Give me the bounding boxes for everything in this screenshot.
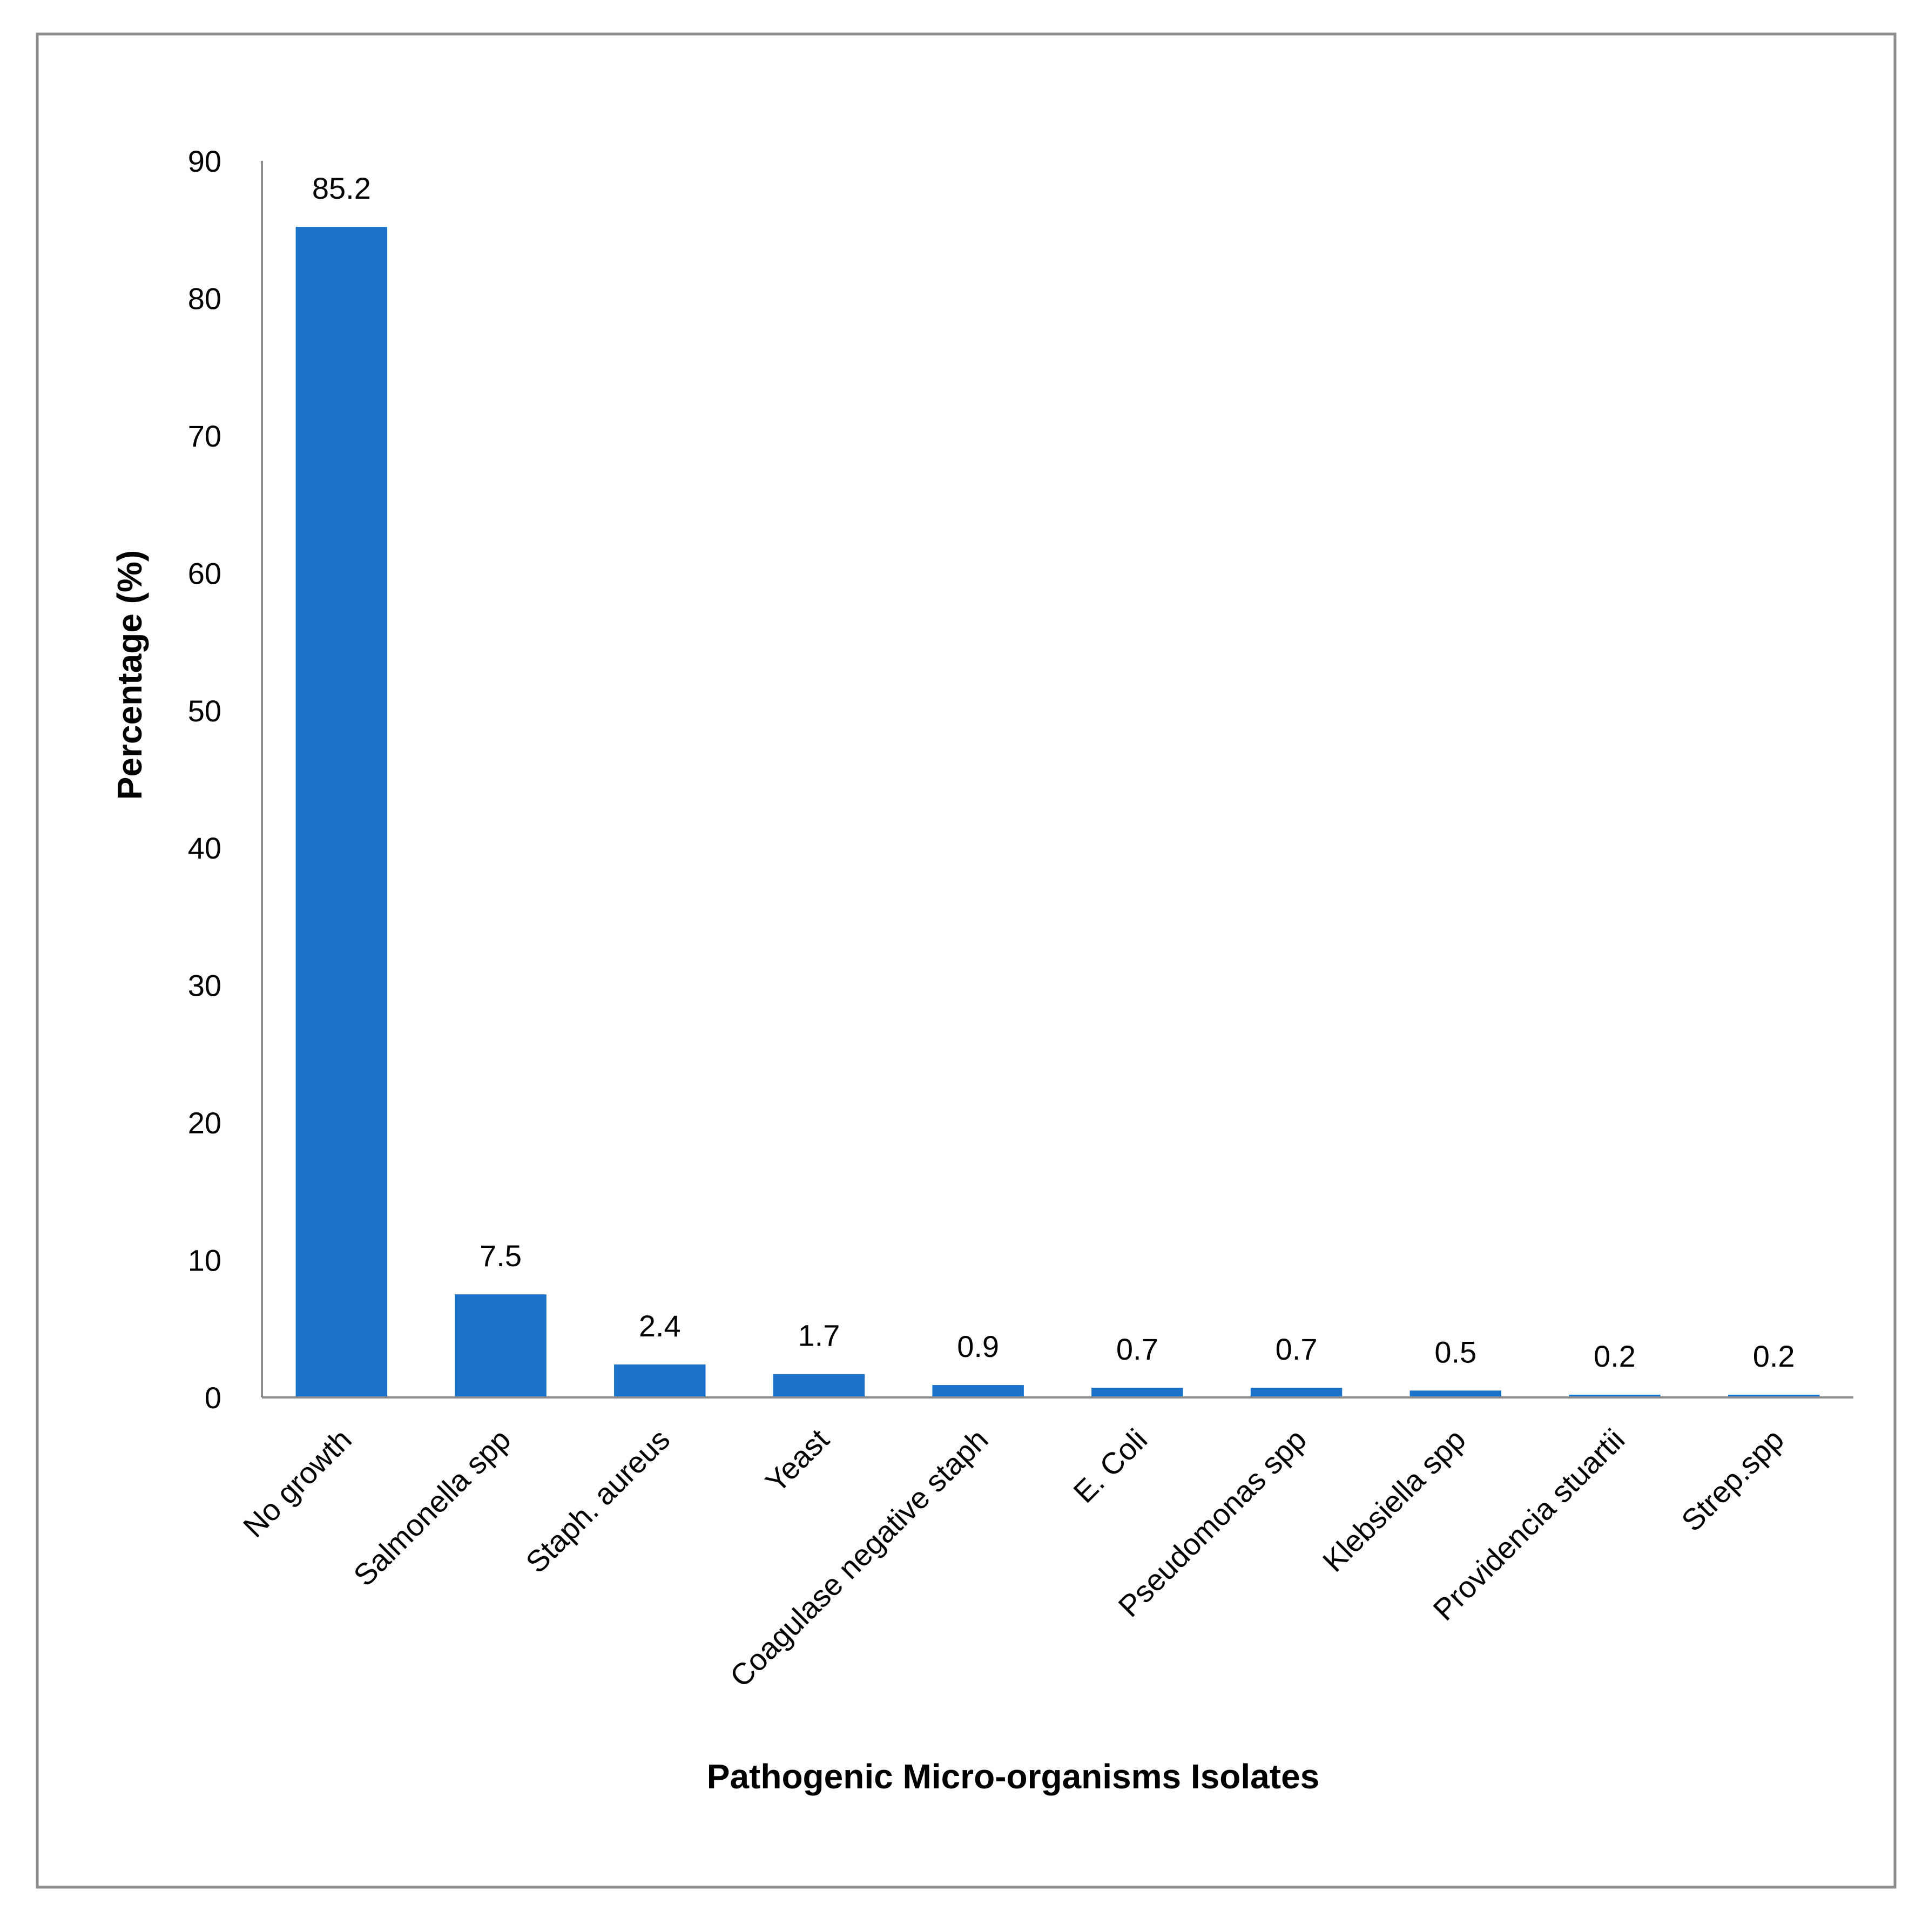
- bar: [932, 1385, 1024, 1397]
- y-axis-ticks: 0 10 20 30 40 50 60 70 80 90: [188, 144, 221, 1415]
- data-labels: 85.2 7.5 2.4 1.7 0.9 0.7 0.7 0.5 0.2 0.2: [312, 171, 1795, 1373]
- y-tick-label: 0: [205, 1381, 221, 1415]
- y-tick-label: 40: [188, 831, 221, 865]
- bar: [1728, 1394, 1820, 1397]
- x-axis-title: Pathogenic Micro-organisms Isolates: [707, 1757, 1320, 1796]
- bar-data-label: 0.2: [1594, 1339, 1636, 1373]
- bar: [455, 1294, 547, 1397]
- bar-data-label: 85.2: [312, 171, 371, 205]
- bar: [1569, 1394, 1661, 1397]
- bar: [1250, 1388, 1343, 1397]
- y-tick-label: 60: [188, 556, 221, 590]
- bar-data-label: 0.2: [1753, 1339, 1795, 1373]
- y-tick-label: 10: [188, 1244, 221, 1278]
- y-tick-label: 80: [188, 281, 221, 315]
- bar-data-label: 0.7: [1116, 1332, 1158, 1366]
- bar-data-label: 7.5: [480, 1239, 522, 1273]
- y-tick-label: 70: [188, 419, 221, 453]
- y-tick-label: 90: [188, 144, 221, 178]
- bar-data-label: 2.4: [639, 1309, 681, 1343]
- bar: [1409, 1390, 1501, 1397]
- bars: [295, 227, 1820, 1398]
- bar-data-label: 0.9: [957, 1329, 999, 1363]
- bar-data-label: 0.5: [1434, 1335, 1476, 1369]
- y-axis-title: Percentage (%): [110, 550, 149, 800]
- bar: [773, 1374, 865, 1397]
- bar: [1091, 1388, 1183, 1397]
- bar-data-label: 1.7: [798, 1319, 840, 1353]
- bar: [295, 227, 388, 1398]
- bar: [614, 1364, 706, 1397]
- bar-data-label: 0.7: [1276, 1332, 1318, 1366]
- y-tick-label: 20: [188, 1106, 221, 1140]
- y-tick-label: 30: [188, 969, 221, 1003]
- y-tick-label: 50: [188, 694, 221, 728]
